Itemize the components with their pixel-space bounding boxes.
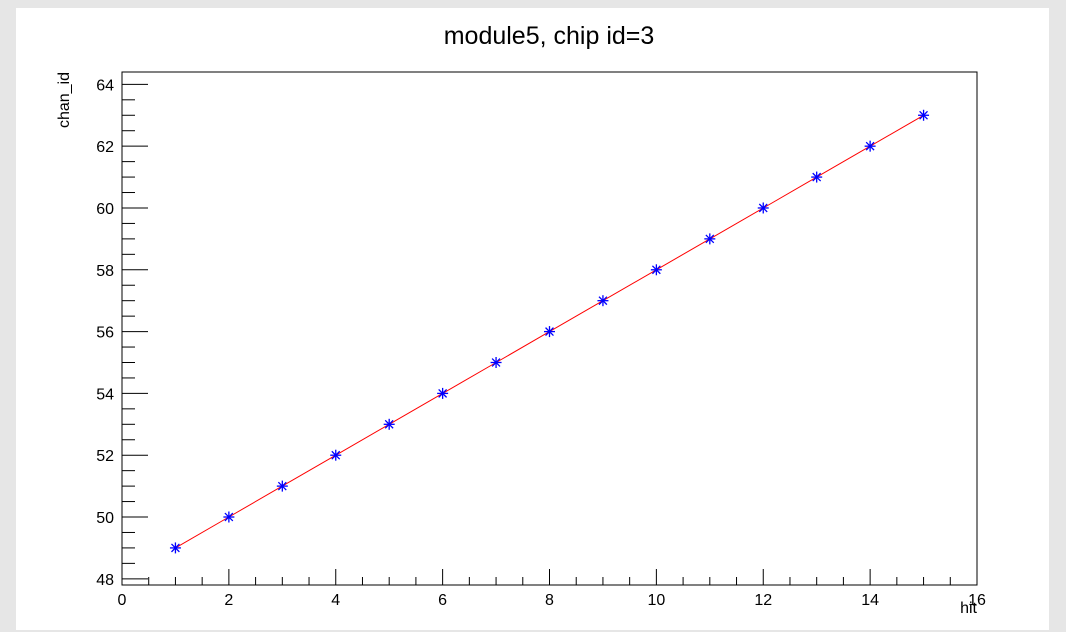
x-tick-label: 10 bbox=[647, 592, 665, 609]
y-axis-title: chan_id bbox=[56, 72, 73, 128]
data-point bbox=[276, 480, 288, 492]
x-tick-label: 12 bbox=[754, 592, 772, 609]
y-tick-label: 52 bbox=[96, 448, 114, 465]
data-point bbox=[650, 264, 662, 276]
chart: module5, chip id=3 0 2 4 6 8 10 12 14 16 48 50 52 5… bbox=[56, 22, 986, 617]
y-tick-label: 60 bbox=[96, 201, 114, 218]
marker-stroke bbox=[705, 234, 715, 244]
marker-stroke bbox=[598, 296, 608, 306]
marker-stroke bbox=[438, 388, 448, 398]
x-tick-label: 6 bbox=[438, 592, 447, 609]
plot-canvas: module5, chip id=3 0 2 4 6 8 10 12 14 16 48 50 52 5… bbox=[16, 8, 1049, 630]
data-point bbox=[490, 356, 502, 368]
data-point bbox=[223, 511, 235, 523]
y-tick-label: 58 bbox=[96, 263, 114, 280]
y-tick-label: 54 bbox=[96, 386, 114, 403]
marker-stroke bbox=[545, 327, 554, 337]
x-axis-title: hit bbox=[960, 600, 977, 617]
data-point bbox=[544, 326, 555, 338]
y-tick-label: 48 bbox=[96, 572, 114, 589]
x-tick-label: 8 bbox=[545, 592, 554, 609]
data-point bbox=[330, 449, 342, 461]
x-axis: 0 2 4 6 8 10 12 14 16 bbox=[118, 569, 986, 609]
marker-stroke bbox=[224, 512, 234, 522]
data-point bbox=[383, 418, 395, 430]
y-tick-label: 50 bbox=[96, 510, 114, 527]
chart-title: module5, chip id=3 bbox=[444, 22, 655, 50]
data-point bbox=[169, 542, 181, 554]
y-tick-label: 62 bbox=[96, 139, 114, 156]
marker-stroke bbox=[919, 110, 928, 120]
data-point bbox=[757, 202, 769, 214]
y-tick-label: 64 bbox=[96, 77, 114, 94]
y-axis: 48 50 52 54 56 58 60 62 64 bbox=[96, 77, 148, 589]
data-point bbox=[704, 233, 716, 245]
marker-stroke bbox=[812, 172, 822, 182]
marker-stroke bbox=[651, 265, 661, 275]
data-point bbox=[864, 140, 876, 152]
x-tick-label: 0 bbox=[118, 592, 127, 609]
data-point bbox=[811, 171, 823, 183]
marker-stroke bbox=[384, 419, 394, 429]
marker-stroke bbox=[171, 543, 180, 553]
x-tick-label: 14 bbox=[861, 592, 879, 609]
y-tick-label: 56 bbox=[96, 325, 114, 342]
x-tick-label: 2 bbox=[224, 592, 233, 609]
data-point bbox=[918, 109, 930, 121]
x-tick-label: 4 bbox=[331, 592, 340, 609]
marker-stroke bbox=[331, 450, 341, 460]
x-tick-label: 16 bbox=[968, 592, 986, 609]
data-point bbox=[437, 387, 449, 399]
data-point bbox=[597, 295, 609, 307]
marker-stroke bbox=[491, 358, 501, 367]
data-markers bbox=[169, 109, 930, 554]
marker-stroke bbox=[277, 481, 287, 491]
marker-stroke bbox=[758, 203, 768, 213]
marker-stroke bbox=[865, 141, 875, 151]
